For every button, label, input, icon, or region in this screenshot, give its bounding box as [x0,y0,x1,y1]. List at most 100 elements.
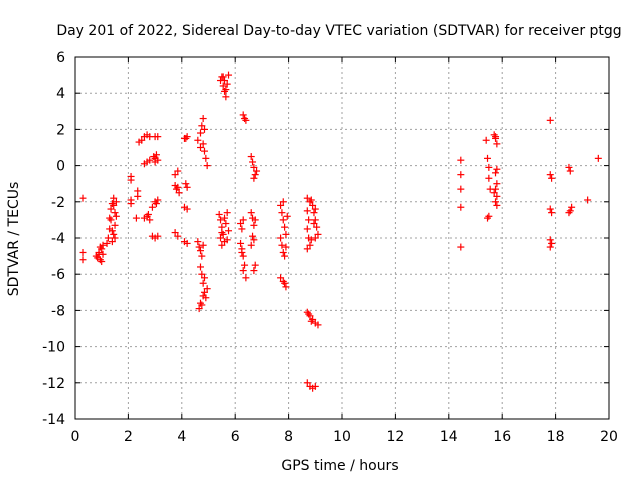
y-tick-label: -4 [51,231,65,247]
data-point [218,229,226,237]
data-point [107,205,115,213]
data-point [278,209,286,217]
data-point [96,243,104,251]
data-point [127,200,135,208]
x-tick-label: 16 [493,429,511,445]
data-point [221,77,229,85]
y-tick-label: -12 [42,376,65,392]
data-point [134,192,142,200]
data-point [200,125,208,133]
data-point [79,256,87,264]
data-point [303,245,311,253]
x-tick-label: 18 [547,429,565,445]
data-point [314,321,322,329]
data-point [584,196,592,204]
data-point [306,241,314,249]
x-tick-label: 6 [231,429,240,445]
data-point [239,111,247,119]
data-point [566,167,574,175]
data-point [215,210,223,218]
chart-title: Day 201 of 2022, Sidereal Day-to-day VTE… [56,23,621,39]
data-point [151,154,159,162]
data-point [200,288,208,296]
data-point [485,212,493,220]
data-point [457,185,465,193]
data-point [279,216,287,224]
data-point [108,238,116,246]
x-tick-label: 8 [284,429,293,445]
data-point [199,115,207,123]
data-point [238,225,246,233]
data-point [310,220,318,228]
data-point [546,116,554,124]
data-point [546,205,554,213]
data-point [238,248,246,256]
data-point [112,212,120,220]
data-point [203,285,211,293]
data-point [307,236,315,244]
data-point [110,194,118,202]
data-point [242,274,250,282]
data-point [218,241,226,249]
data-point [112,198,120,206]
data-point [305,216,313,224]
data-point [110,201,118,209]
data-point [103,239,111,247]
data-point [111,209,119,217]
data-point [175,189,183,197]
data-point [493,201,501,209]
x-tick-label: 10 [333,429,351,445]
data-point [247,241,255,249]
data-point [146,156,154,164]
data-point [171,229,179,237]
data-point [282,283,290,291]
data-point [251,261,259,269]
data-point [307,317,315,325]
data-point [492,169,500,177]
data-point [303,379,311,387]
data-point [154,133,162,141]
data-point [311,205,319,213]
data-point [281,279,289,287]
data-point [111,234,119,242]
data-point [313,223,321,231]
data-point [492,198,500,206]
y-tick-label: 0 [56,159,65,175]
data-point [565,209,573,217]
data-point [199,279,207,287]
data-point [221,214,229,222]
data-point [203,162,211,170]
data-point [223,80,231,88]
data-point [196,299,204,307]
y-tick-label: -10 [42,340,65,356]
data-point [98,258,106,266]
data-point [152,200,160,208]
data-point [247,153,255,161]
data-point [79,248,87,256]
data-point [132,214,140,222]
data-point [183,239,191,247]
data-point [198,122,206,130]
data-point [202,154,210,162]
data-point [148,203,156,211]
data-point [281,223,289,231]
data-point [568,203,576,211]
data-point [182,180,190,188]
data-point [171,171,179,179]
y-tick-label: -8 [51,303,65,319]
data-point [250,174,258,182]
data-point [548,174,556,182]
data-point [108,200,116,208]
data-point [225,71,233,79]
data-point [490,131,498,139]
data-point [237,239,245,247]
data-point [174,183,182,191]
data-point [223,236,231,244]
data-point [241,115,249,123]
x-tick-label: 2 [124,429,133,445]
data-point [307,196,315,204]
data-point [249,158,257,166]
data-point [183,183,191,191]
data-point [303,194,311,202]
